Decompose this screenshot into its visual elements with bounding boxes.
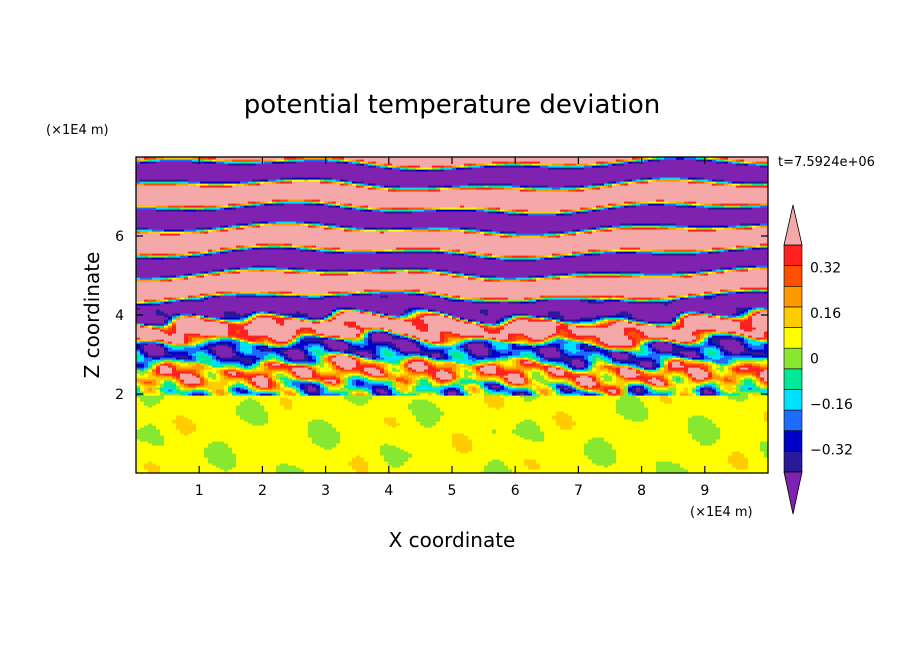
x-tick-label: 7: [574, 483, 583, 499]
colorbar-band: [783, 327, 803, 349]
x-tick-label: 2: [258, 483, 267, 499]
colorbar-band: [783, 409, 803, 432]
y-tick-label: 4: [115, 308, 124, 324]
colorbar-band: [783, 306, 803, 328]
x-tick-label: 5: [448, 483, 457, 499]
y-tick-label: 6: [115, 229, 124, 245]
y-unit-label: (×1E4 m): [46, 123, 109, 138]
colorbar-tick-label: −0.16: [810, 397, 853, 413]
y-axis-label: Z coordinate: [80, 252, 104, 379]
x-tick-label: 8: [637, 483, 646, 499]
chart-title: potential temperature deviation: [244, 90, 660, 120]
y-tick-label: 2: [115, 387, 124, 403]
colorbar-extend-min: [783, 471, 803, 515]
x-tick-label: 3: [321, 483, 330, 499]
x-tick-label: 1: [195, 483, 204, 499]
y-axis: 2 4 6: [115, 229, 768, 403]
colorbar: 0.32 0.16 0 −0.16 −0.32: [783, 204, 853, 515]
colorbar-tick-label: 0: [810, 352, 819, 368]
x-unit-label: (×1E4 m): [690, 505, 753, 520]
colorbar-band: [783, 265, 803, 287]
x-tick-label: 9: [700, 483, 709, 499]
x-axis: 1 2 3 4 5 6 7 8 9: [195, 157, 709, 499]
contour-field: [136, 157, 768, 473]
x-tick-label: 4: [384, 483, 393, 499]
colorbar-band: [783, 389, 803, 411]
colorbar-band: [783, 430, 803, 452]
colorbar-band: [783, 347, 803, 370]
colorbar-extend-max: [783, 204, 803, 246]
colorbar-band: [783, 451, 803, 473]
x-tick-label: 6: [511, 483, 520, 499]
x-axis-label: X coordinate: [389, 528, 516, 552]
colorbar-tick-label: 0.16: [810, 306, 841, 322]
colorbar-tick-label: 0.32: [810, 261, 841, 277]
time-label: t=7.5924e+06: [778, 155, 875, 170]
colorbar-band: [783, 368, 803, 390]
colorbar-band: [783, 285, 803, 308]
colorbar-tick-label: −0.32: [810, 442, 853, 458]
colorbar-band: [783, 244, 803, 266]
